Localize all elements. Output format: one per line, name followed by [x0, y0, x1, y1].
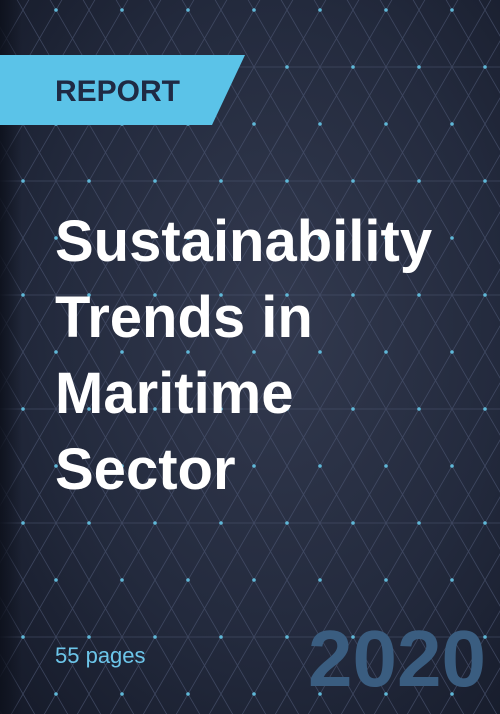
title: Sustainability Trends in Maritime Sector	[55, 209, 432, 502]
badge-shape	[0, 55, 245, 125]
year: 2020	[308, 614, 486, 703]
title-line: Maritime	[55, 361, 294, 426]
spine-shadow	[0, 0, 22, 714]
badge-label: REPORT	[55, 75, 180, 108]
page-count: 55 pages	[55, 643, 146, 668]
title-line: Trends in	[55, 285, 313, 350]
title-line: Sustainability	[55, 209, 432, 274]
title-line: Sector	[55, 437, 236, 502]
